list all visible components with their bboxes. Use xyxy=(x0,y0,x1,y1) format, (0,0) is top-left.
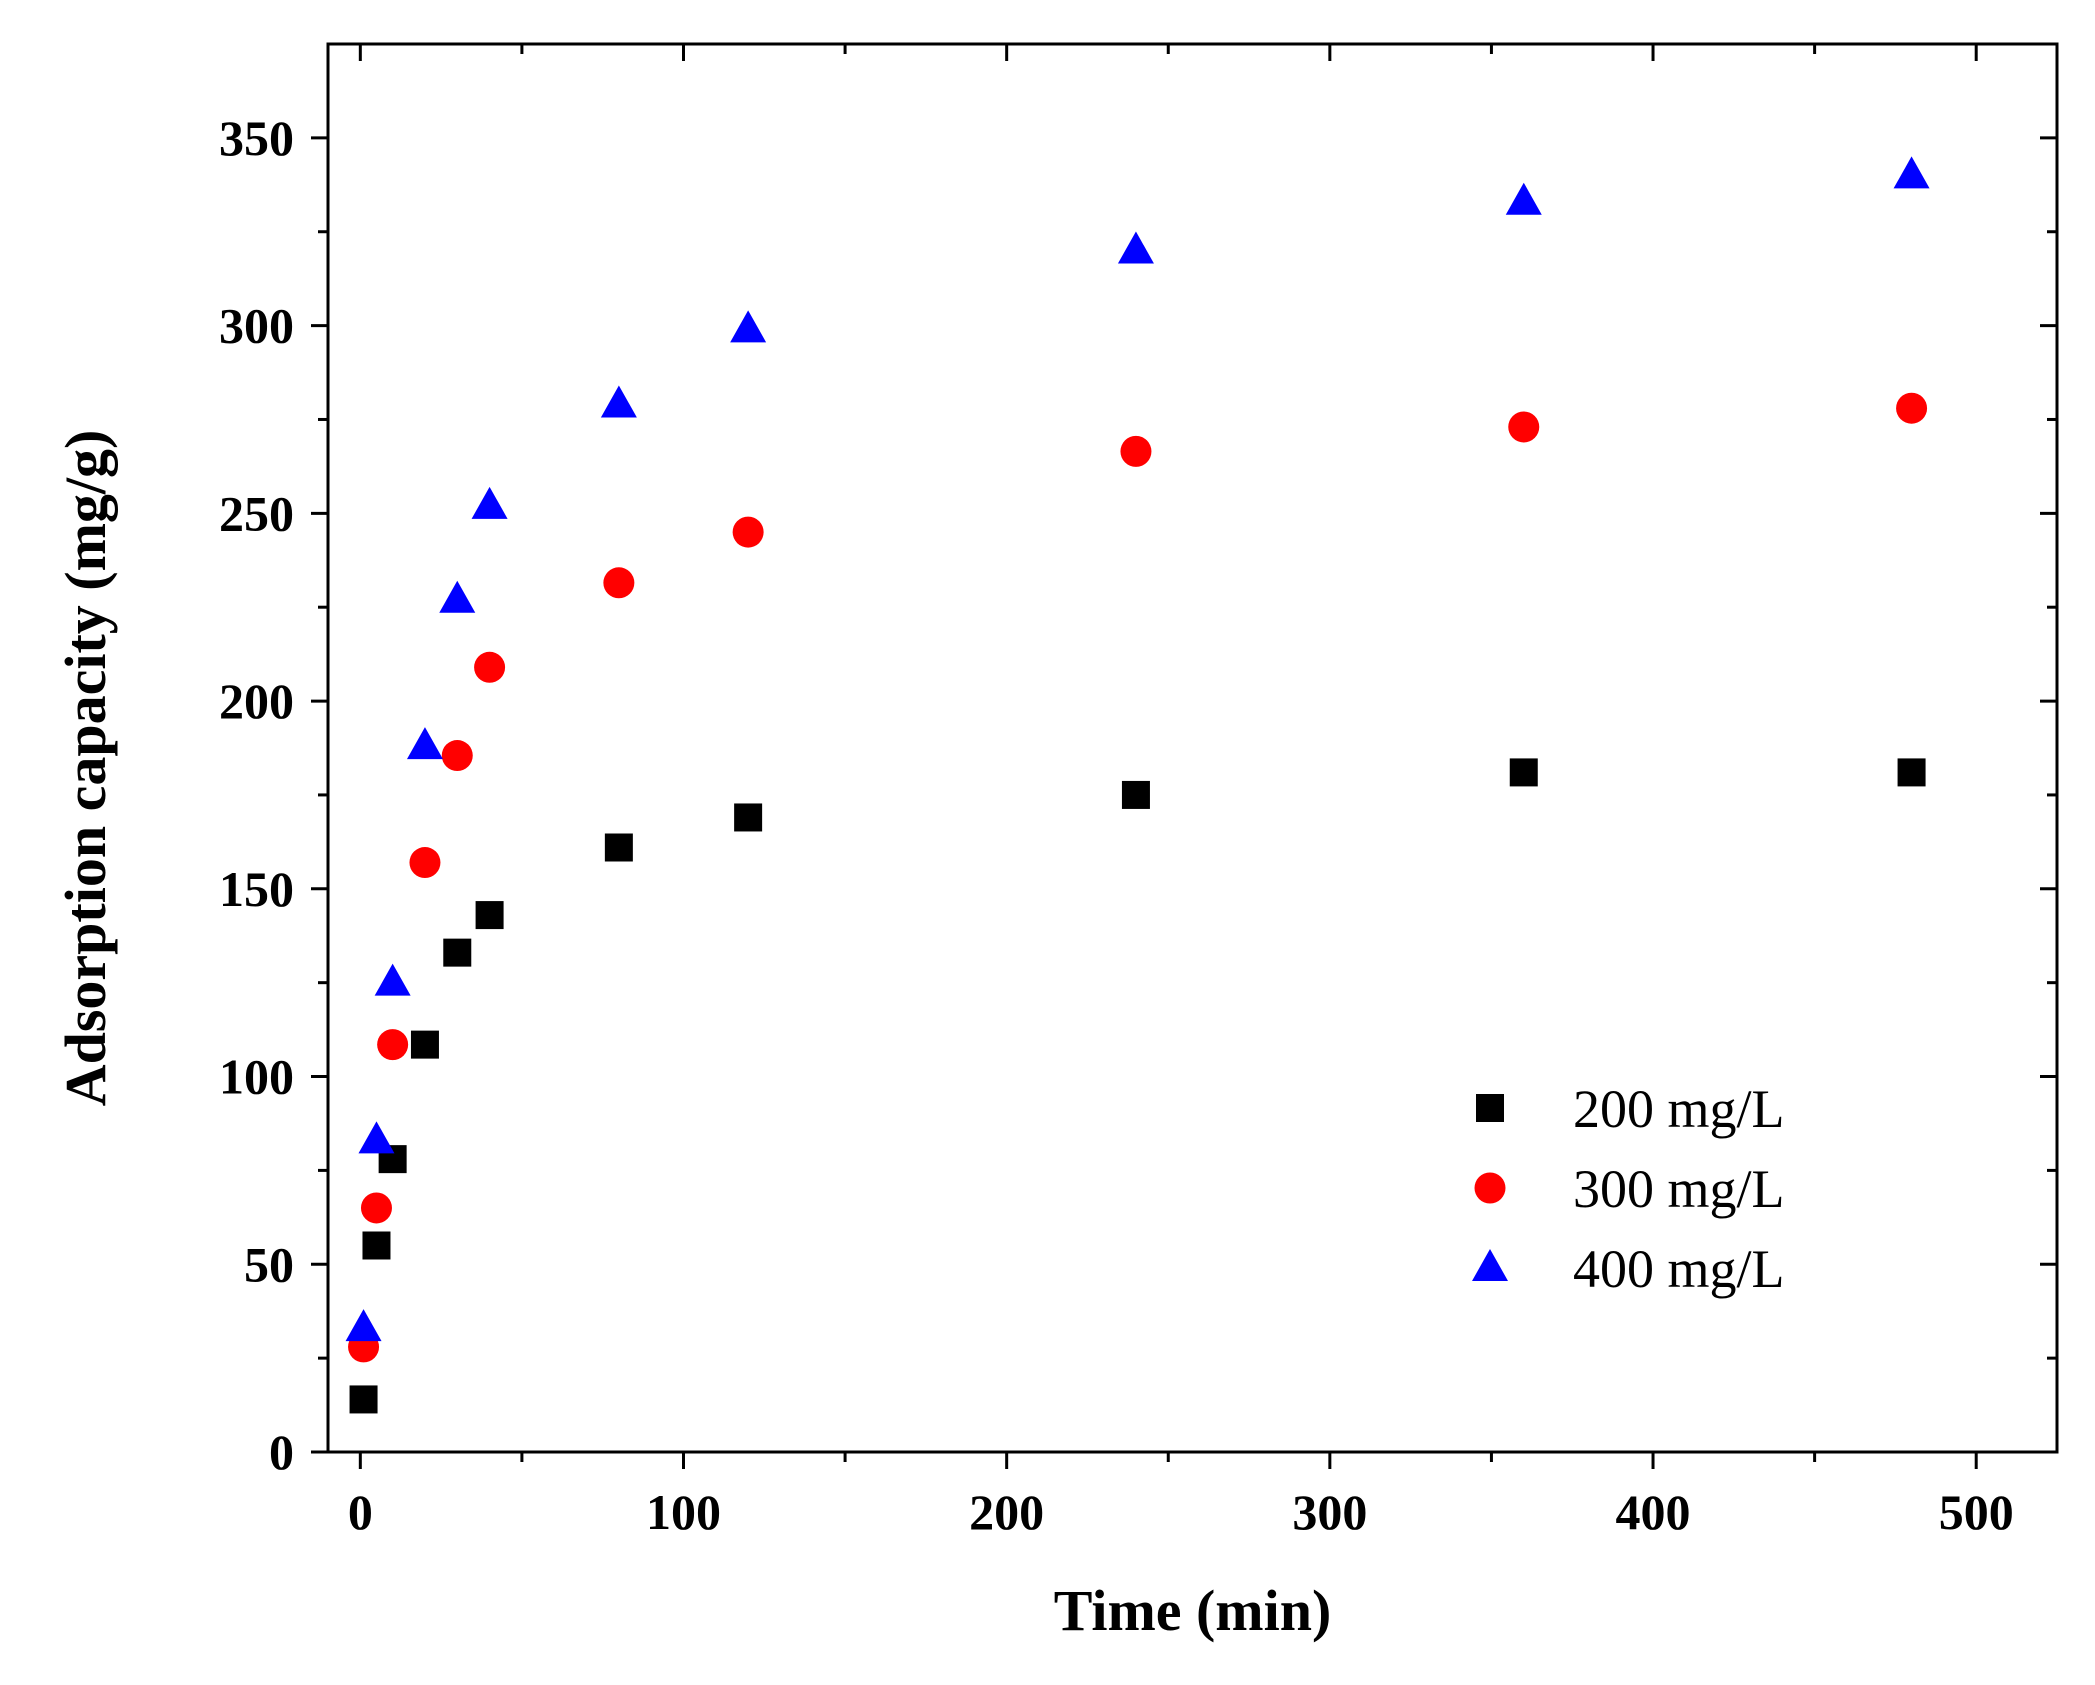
data-points xyxy=(345,156,1930,1414)
y-tick-label: 200 xyxy=(219,673,294,729)
series-3 xyxy=(345,156,1930,1342)
x-axis-title: Time (min) xyxy=(1054,1578,1332,1643)
legend-marker-square xyxy=(1476,1094,1504,1122)
legend-label: 200 mg/L xyxy=(1573,1079,1785,1139)
data-point-square xyxy=(410,1030,439,1059)
data-point-circle xyxy=(1120,435,1152,467)
axes: 0 100 200 300 400 500 0 50 100 150 200 250 300 350 xyxy=(219,42,2059,1540)
data-point-circle xyxy=(377,1029,409,1061)
data-point-circle xyxy=(732,516,764,548)
data-point-circle xyxy=(1896,392,1928,424)
data-point-square xyxy=(475,901,504,930)
y-tick-label: 300 xyxy=(219,298,294,354)
x-tick-label: 200 xyxy=(969,1484,1044,1540)
data-point-circle xyxy=(441,740,473,772)
data-point-circle xyxy=(409,847,441,879)
data-point-triangle xyxy=(730,310,767,343)
data-point-square xyxy=(604,833,633,862)
data-point-circle xyxy=(474,651,506,683)
x-tick-label: 100 xyxy=(646,1484,721,1540)
y-tick-label: 350 xyxy=(219,110,294,166)
data-point-triangle xyxy=(1117,231,1154,264)
data-point-square xyxy=(1897,758,1926,787)
data-point-triangle xyxy=(600,385,637,418)
x-tick-label: 400 xyxy=(1616,1484,1691,1540)
x-tick-label: 500 xyxy=(1939,1484,2014,1540)
data-point-triangle xyxy=(358,1121,395,1154)
y-tick-label: 100 xyxy=(219,1049,294,1105)
data-point-square xyxy=(362,1231,391,1260)
data-point-circle xyxy=(360,1192,392,1224)
data-point-circle xyxy=(603,567,635,599)
legend-marker-circle xyxy=(1474,1172,1506,1204)
y-axis-title: Adsorption capacity (mg/g) xyxy=(53,430,118,1107)
data-point-square xyxy=(1121,780,1150,809)
data-point-square xyxy=(734,803,763,832)
data-point-triangle xyxy=(345,1309,382,1342)
y-tick-label: 250 xyxy=(219,485,294,541)
y-tick-label: 0 xyxy=(269,1424,294,1480)
plot-frame xyxy=(326,42,2059,1454)
data-point-circle xyxy=(1508,411,1540,443)
legend-label: 300 mg/L xyxy=(1573,1159,1785,1219)
legend-marker-triangle xyxy=(1472,1249,1508,1281)
data-point-triangle xyxy=(1505,182,1542,215)
data-point-triangle xyxy=(439,580,476,613)
data-point-triangle xyxy=(406,727,443,760)
data-point-triangle xyxy=(471,486,508,519)
series-1 xyxy=(349,758,1926,1414)
y-tick-label: 50 xyxy=(244,1236,294,1292)
x-tick-label: 300 xyxy=(1292,1484,1367,1540)
x-tick-label: 0 xyxy=(348,1484,373,1540)
data-point-square xyxy=(1509,758,1538,787)
data-point-triangle xyxy=(374,963,411,996)
data-point-triangle xyxy=(1893,156,1930,189)
data-point-square xyxy=(349,1385,378,1414)
legend-label: 400 mg/L xyxy=(1573,1239,1785,1299)
y-tick-label: 150 xyxy=(219,861,294,917)
data-point-square xyxy=(443,938,472,967)
legend: 200 mg/L 300 mg/L 400 mg/L xyxy=(1472,1079,1785,1299)
